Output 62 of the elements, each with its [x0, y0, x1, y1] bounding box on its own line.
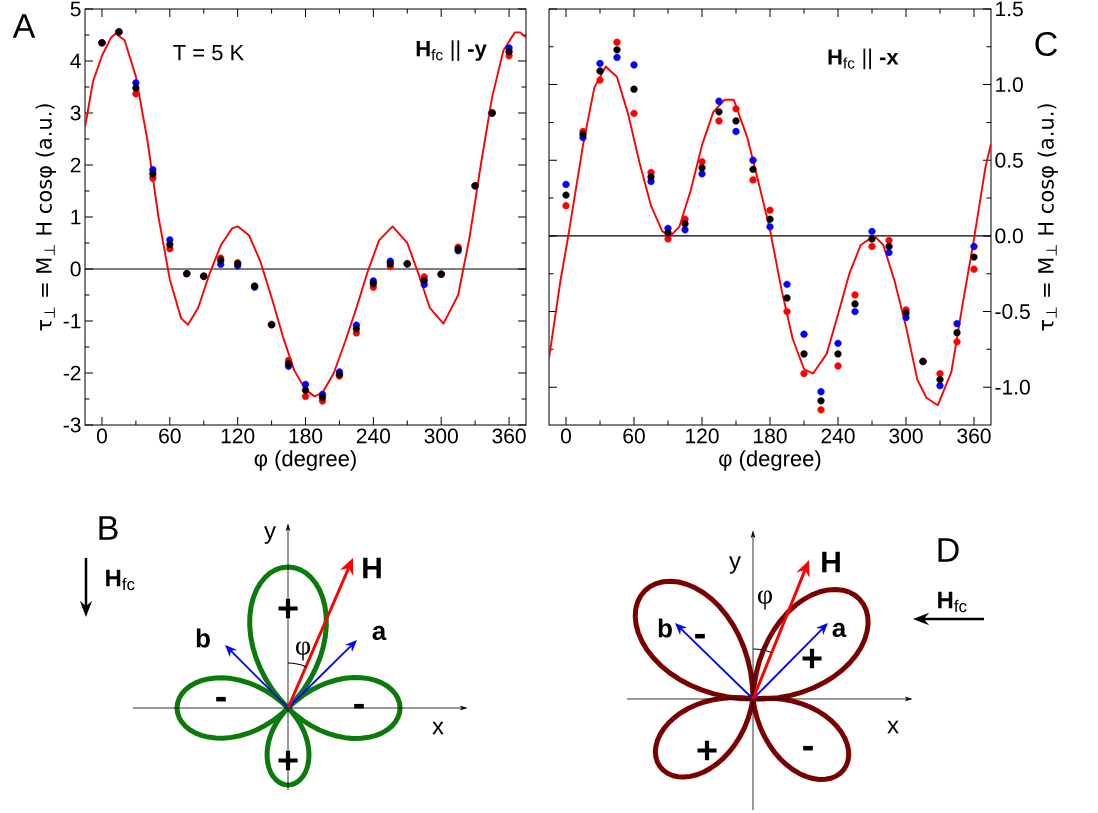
x-tick-label: 60 — [623, 428, 645, 444]
y-tick-label: -0.5 — [995, 304, 1030, 319]
x-tick-label: 60 — [159, 428, 181, 444]
y-tick-label: 4 — [70, 53, 81, 69]
y-tick-label: 0.5 — [995, 152, 1023, 168]
y-tick-label: 3 — [70, 105, 81, 121]
annotation: H$_{fc}$ || -x — [828, 48, 899, 70]
y-tick-label: 0.0 — [995, 228, 1023, 244]
y-tick-label: 0 — [70, 261, 81, 277]
text: H — [822, 551, 840, 573]
y-tick-label: -2 — [63, 365, 81, 381]
text: φ — [758, 590, 772, 610]
text: B — [99, 516, 118, 540]
y-tick-label: -1.0 — [995, 379, 1030, 395]
annotation: T = 5 K — [173, 45, 244, 61]
text: b — [196, 628, 210, 648]
x-tick-label: 240 — [356, 428, 391, 444]
text: y — [264, 526, 276, 544]
text: - — [695, 633, 705, 639]
text: a — [832, 622, 847, 638]
x-tick-label: 0 — [560, 428, 572, 444]
y-tick-label: 1 — [71, 209, 81, 225]
x-axis-title: φ (degree) — [719, 450, 821, 471]
x-tick-label: 300 — [424, 428, 458, 444]
text: a — [372, 625, 387, 641]
text: - — [803, 745, 813, 751]
y-tick-label: 1.5 — [996, 1, 1023, 17]
x-tick-label: 360 — [957, 428, 991, 444]
y-tick-label: 1.0 — [996, 77, 1023, 93]
text: + — [278, 750, 298, 771]
text: H$_{fc}$ — [106, 569, 135, 591]
y-tick-label: -3 — [63, 417, 81, 433]
y-tick-label: -1 — [63, 313, 81, 329]
text: x — [432, 721, 444, 735]
y-tick-label: 5 — [70, 1, 81, 17]
x-tick-label: 180 — [289, 428, 323, 444]
text: + — [697, 740, 717, 761]
x-tick-label: 360 — [492, 428, 526, 444]
text: + — [802, 648, 822, 669]
text: C — [1035, 31, 1057, 57]
x-tick-label: 120 — [221, 428, 255, 444]
text: + — [278, 598, 298, 619]
text: x — [887, 720, 899, 734]
annotation: H$_{fc}$ || -y — [416, 40, 487, 61]
text: φ — [296, 641, 310, 661]
text: - — [216, 696, 226, 702]
text: H — [363, 557, 381, 579]
x-axis-title: φ (degree) — [254, 450, 356, 471]
x-tick-label: 240 — [821, 428, 855, 444]
x-tick-label: 0 — [96, 428, 107, 444]
text: - — [354, 703, 364, 709]
text: y — [729, 556, 741, 574]
chart-title: A — [12, 14, 36, 38]
y-tick-label: 2 — [70, 157, 81, 173]
y-axis-title: τ$_{⊥}$ = M$_{⊥}$ H cosφ (a.u.) — [1037, 104, 1058, 331]
y-axis-title: τ$_{⊥}$ = M$_{⊥}$ H cosφ (a.u.) — [35, 104, 56, 331]
text: D — [938, 538, 959, 562]
x-tick-label: 120 — [686, 428, 719, 444]
text: b — [658, 618, 672, 638]
text: H$_{fc}$ — [938, 591, 967, 613]
x-tick-label: 180 — [754, 428, 787, 444]
x-tick-label: 300 — [889, 428, 923, 444]
